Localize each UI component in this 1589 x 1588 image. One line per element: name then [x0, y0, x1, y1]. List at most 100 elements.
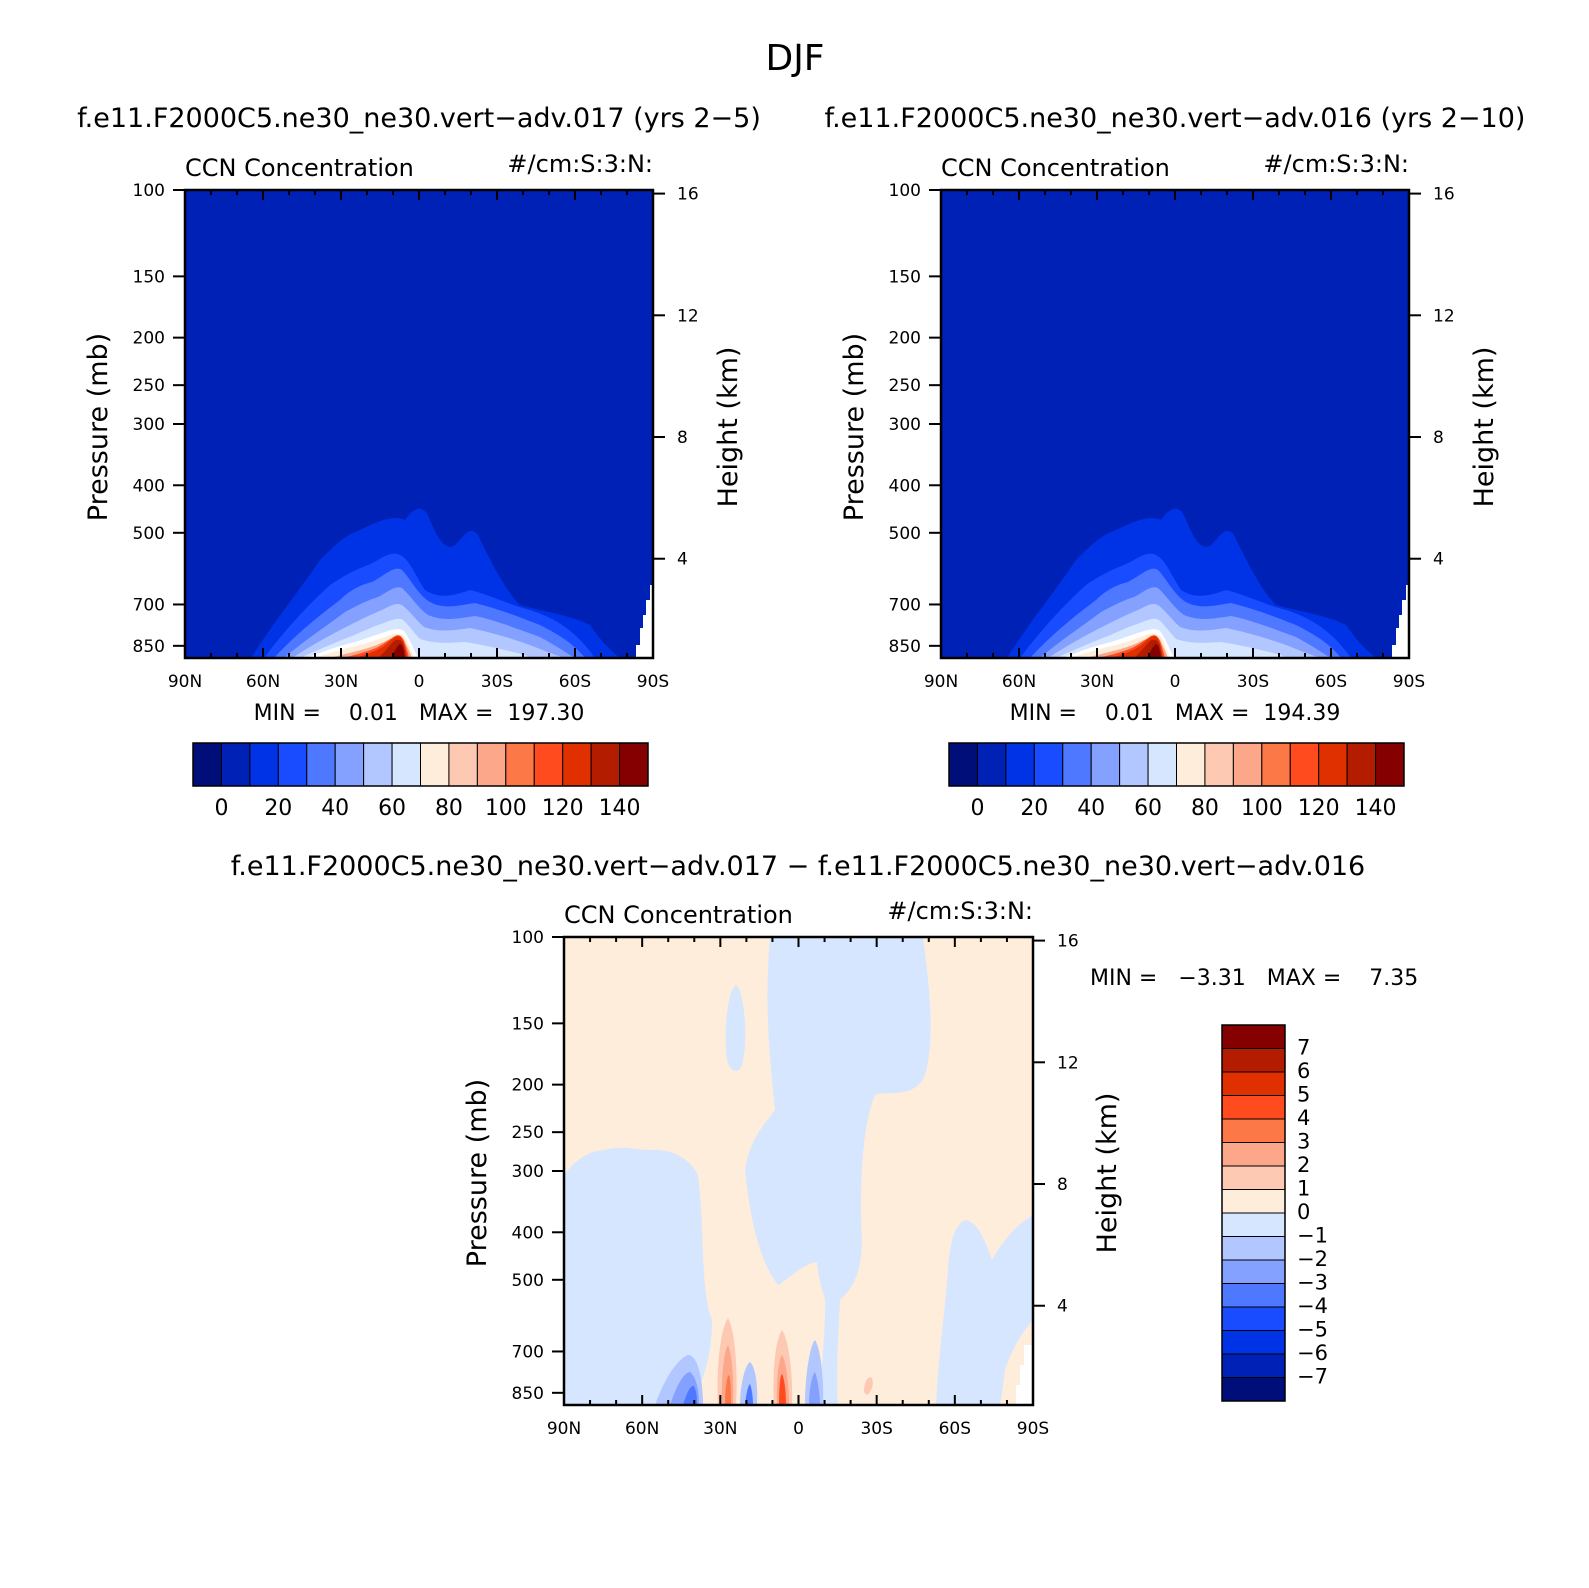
colorbar-label: 100	[485, 796, 527, 821]
colorbar-label: 80	[435, 796, 463, 821]
x-tick-label: 60S	[939, 1419, 971, 1439]
colorbar-swatch	[192, 742, 222, 787]
y-tick-label: 400	[512, 1223, 544, 1243]
negative-region-central	[745, 937, 931, 1405]
y-right-tick-label: 4	[1057, 1297, 1068, 1317]
colorbar-swatch	[363, 742, 393, 787]
y-axis-label: Pressure (mb)	[839, 333, 870, 521]
colorbar-swatch	[1346, 742, 1377, 787]
colorbar-swatch	[590, 742, 621, 787]
negative-islet-north	[725, 985, 746, 1072]
colorbar-swatch	[1005, 742, 1035, 787]
min-max-label: MIN = −3.31 MAX = 7.35	[1090, 966, 1418, 991]
y-right-tick-label: 4	[677, 550, 688, 570]
colorbar-label: −2	[1297, 1247, 1328, 1271]
colorbar-frame	[948, 742, 1405, 787]
colorbar-swatch	[1289, 742, 1320, 787]
colorbar-label: 40	[321, 796, 349, 821]
y-right-tick-label: 16	[677, 185, 699, 205]
colorbar-swatch	[1221, 1259, 1286, 1284]
x-tick-label: 30N	[1080, 672, 1114, 692]
colorbar-swatch	[1221, 1330, 1286, 1355]
y-right-tick-label: 12	[677, 306, 699, 326]
colorbar-label: 5	[1297, 1083, 1310, 1107]
colorbar-swatch	[1221, 1189, 1286, 1214]
colorbar-swatch	[619, 742, 649, 787]
colorbar-label: 2	[1297, 1153, 1310, 1177]
missing-data-mask	[1392, 585, 1409, 658]
x-tick-label: 60S	[1315, 672, 1347, 692]
colorbar-label: 140	[1355, 796, 1397, 821]
x-tick-label: 90S	[1017, 1419, 1049, 1439]
colorbar-label: 6	[1297, 1059, 1310, 1083]
colorbar-swatch	[277, 742, 308, 787]
figure-title: DJF	[765, 38, 824, 79]
colorbar-swatch	[306, 742, 336, 787]
contour-field	[564, 937, 1033, 1405]
y-right-tick-label: 12	[1433, 306, 1455, 326]
colorbar-swatch	[1221, 1165, 1286, 1190]
colorbar-swatch	[1221, 1048, 1286, 1073]
colorbar-label: 40	[1077, 796, 1105, 821]
units-label: #/cm:S:3:N:	[507, 150, 653, 178]
negative-region-east	[936, 1215, 1033, 1405]
y-tick-label: 200	[133, 329, 165, 349]
y-right-tick-label: 4	[1433, 550, 1444, 570]
y-tick-label: 850	[889, 637, 921, 657]
blue-blob-3-core	[809, 1372, 820, 1405]
y-tick-label: 150	[889, 267, 921, 287]
colorbar-swatch	[1119, 742, 1149, 787]
x-tick-label: 30N	[324, 672, 358, 692]
panel-016: f.e11.F2000C5.ne30_ne30.vert−adv.016 (yr…	[825, 103, 1526, 821]
y-axis-right-label: Height (km)	[1469, 347, 1500, 508]
colorbar-swatch	[505, 742, 535, 787]
contour-level-13	[391, 644, 405, 658]
y-tick-label: 300	[889, 415, 921, 435]
contour-field	[185, 190, 653, 658]
x-tick-label: 90S	[1393, 672, 1425, 692]
x-tick-label: 90N	[924, 672, 958, 692]
case-title: f.e11.F2000C5.ne30_ne30.vert−adv.017 − f…	[231, 851, 1366, 882]
contour-field	[941, 190, 1409, 658]
x-tick-label: 30S	[860, 1419, 892, 1439]
axis-ticks: 90N 60N 30N 0 30S 60S 90S 100 150 200 250 300 400 500…	[889, 181, 1455, 692]
y-right-tick-label: 8	[677, 428, 688, 448]
colorbar-swatch	[1221, 1236, 1286, 1261]
colorbar-label: 0	[970, 796, 984, 821]
y-tick-label: 250	[512, 1123, 544, 1143]
colorbar-swatch	[448, 742, 478, 787]
colorbar-swatch	[1221, 1306, 1286, 1331]
missing-data-mask	[636, 585, 653, 658]
colorbar-swatch	[1033, 742, 1064, 787]
colorbar-swatch	[1221, 1377, 1286, 1402]
y-right-tick-label: 8	[1433, 428, 1444, 448]
y-right-tick-label: 12	[1057, 1053, 1079, 1073]
colorbar-swatch	[1261, 742, 1291, 787]
x-tick-label: 90N	[547, 1419, 581, 1439]
colorbar-swatch	[1318, 742, 1348, 787]
colorbar-swatch	[1062, 742, 1092, 787]
variable-label: CCN Concentration	[564, 901, 793, 929]
axis-ticks: 90N 60N 30N 0 30S 60S 90S 100 150 200 250 300 400 500…	[512, 928, 1079, 1439]
y-tick-label: 200	[512, 1076, 544, 1096]
y-tick-label: 300	[133, 415, 165, 435]
colorbar-swatch	[1176, 742, 1206, 787]
variable-label: CCN Concentration	[185, 154, 414, 182]
units-label: #/cm:S:3:N:	[887, 897, 1033, 925]
y-tick-label: 100	[133, 181, 165, 201]
y-tick-label: 850	[133, 637, 165, 657]
negative-region-west	[564, 1147, 712, 1405]
x-tick-label: 60S	[559, 672, 591, 692]
colorbar-swatch	[1232, 742, 1263, 787]
y-tick-label: 400	[133, 476, 165, 496]
y-tick-label: 500	[889, 524, 921, 544]
y-tick-label: 150	[133, 267, 165, 287]
y-axis-label: Pressure (mb)	[83, 333, 114, 521]
colorbar-swatch	[1221, 1071, 1286, 1096]
y-right-tick-label: 16	[1433, 185, 1455, 205]
colorbar-frame	[192, 742, 649, 787]
colorbar-swatch	[1221, 1095, 1286, 1120]
colorbar-swatch	[334, 742, 365, 787]
panel-017: f.e11.F2000C5.ne30_ne30.vert−adv.017 (yr…	[77, 103, 761, 821]
